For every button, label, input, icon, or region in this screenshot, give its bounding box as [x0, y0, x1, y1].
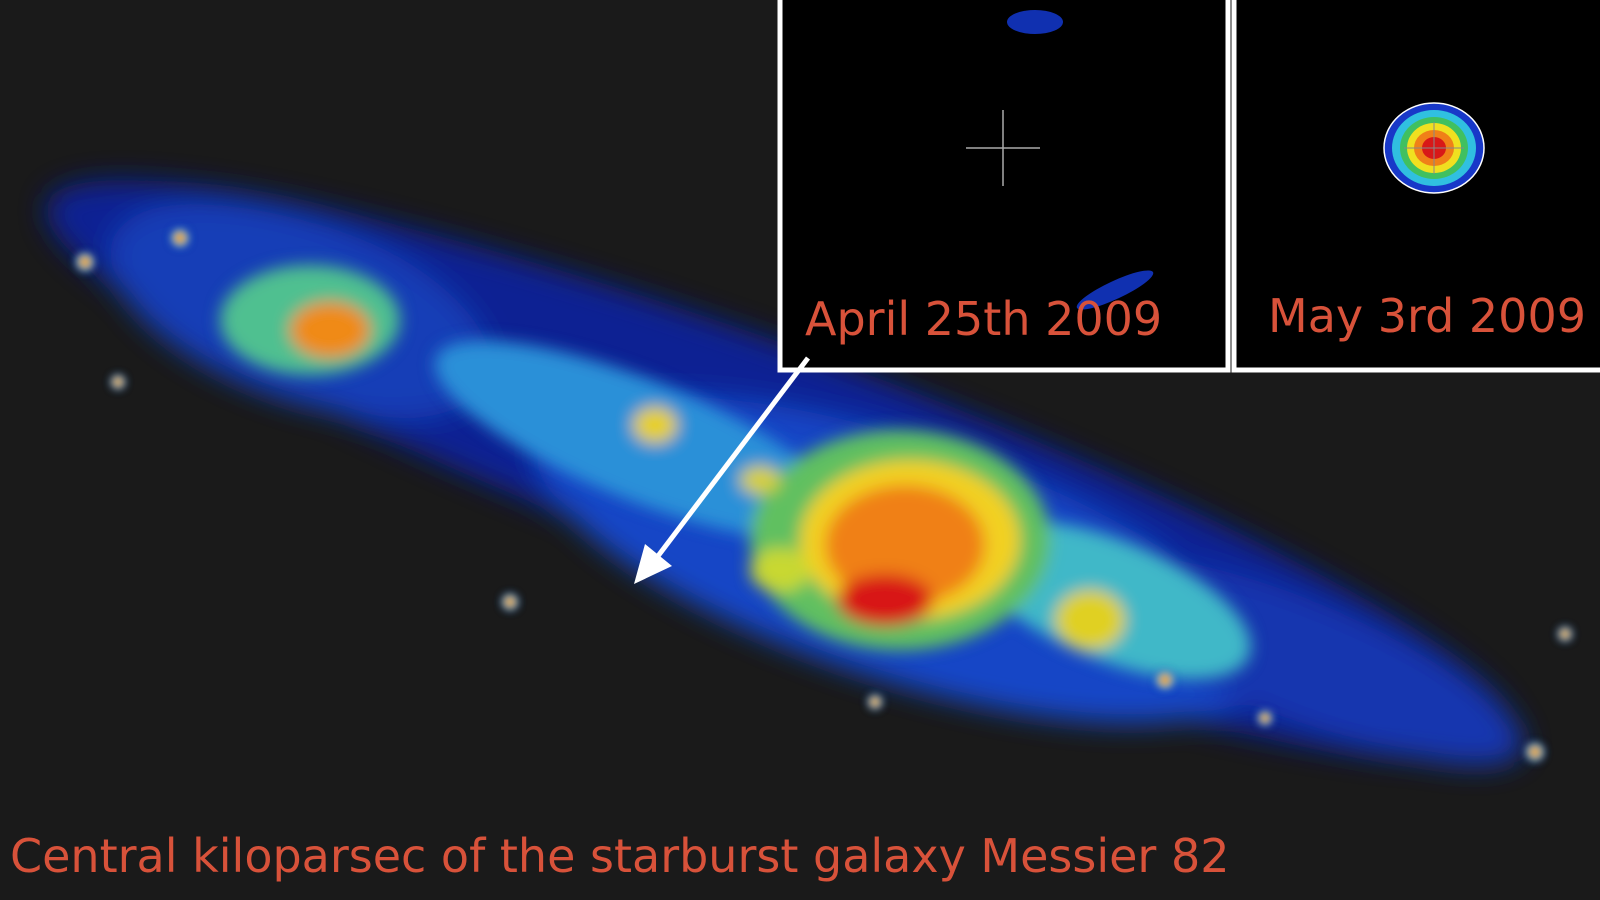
inset-panels: April 25th 2009 May 3rd 2009: [777, 0, 1600, 373]
inset-label: May 3rd 2009: [1268, 289, 1586, 343]
inset-label: April 25th 2009: [805, 292, 1162, 346]
source-detection: [1383, 102, 1485, 194]
caption: Central kiloparsec of the starburst gala…: [10, 829, 1230, 883]
crosshair: [966, 110, 1040, 186]
arrow: [634, 356, 810, 584]
